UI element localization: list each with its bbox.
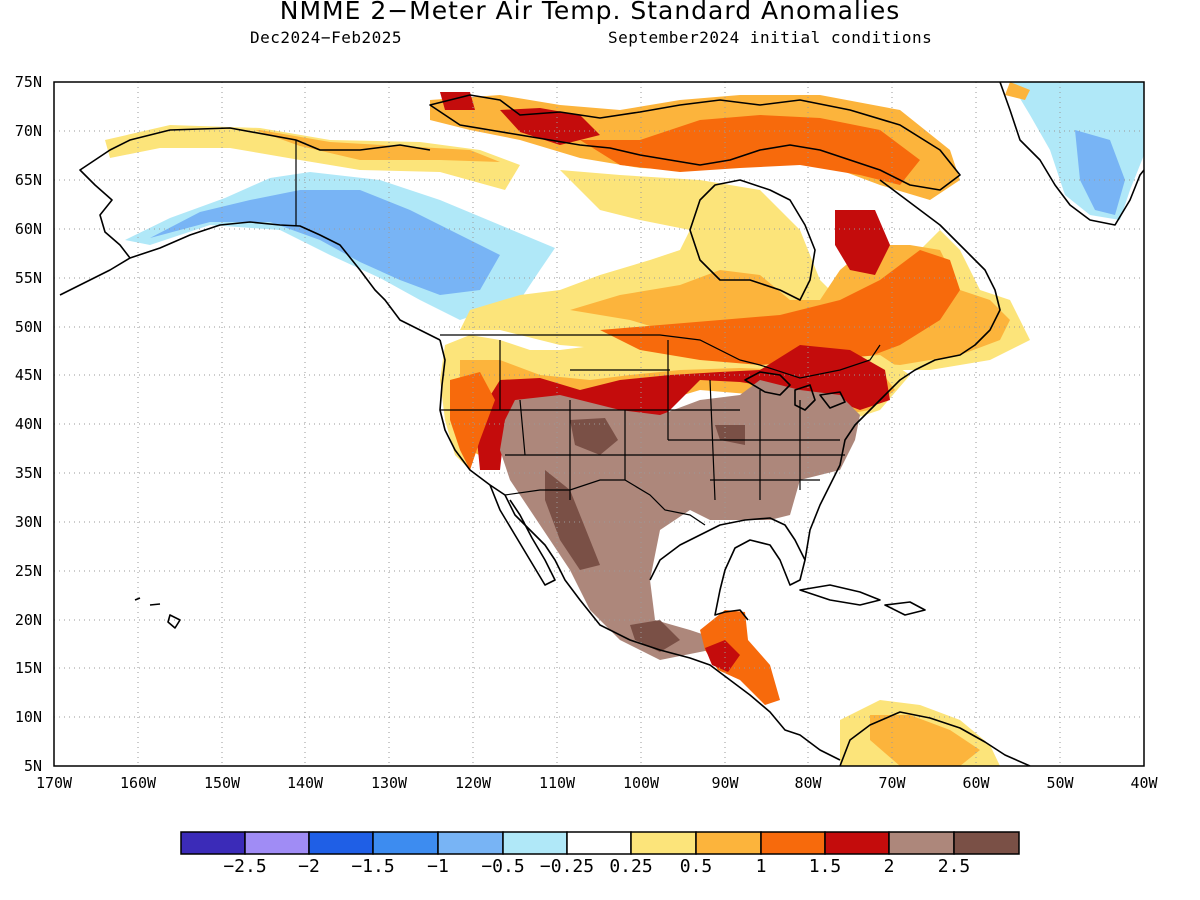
alaska-coast — [59, 127, 431, 296]
anomaly-area-greenland-cool-mid — [1075, 130, 1125, 215]
map-frame — [53, 81, 1145, 767]
anomaly-area-four-corners-dark — [570, 418, 618, 455]
hawaii — [134, 597, 181, 629]
colorbar-swatch-2 — [244, 831, 310, 855]
colorbar — [180, 831, 1020, 855]
greenland-coast — [999, 82, 1144, 226]
colorbar-swatch-4 — [372, 831, 439, 855]
lat-label-65n: 65N — [14, 171, 42, 189]
lat-label-15n: 15N — [14, 659, 42, 677]
anomaly-area-labrador-red — [835, 210, 890, 275]
cuba — [799, 584, 881, 606]
baja-california — [489, 484, 556, 586]
anomaly-area-greenland-east-orange — [1005, 82, 1030, 100]
colorbar-swatch-7 — [566, 831, 632, 855]
colorbar-label: 1.5 — [808, 856, 842, 877]
south-america-coast — [839, 711, 1031, 766]
anomaly-area-arctic-coast — [105, 125, 520, 190]
us-canada-border — [440, 334, 881, 379]
colorbar-swatch-1 — [180, 831, 246, 855]
colorbar-swatch-6 — [502, 831, 568, 855]
anomaly-area-northern-plains-red — [475, 345, 890, 470]
hudson-bay — [689, 179, 816, 301]
lat-label-55n: 55N — [14, 269, 42, 287]
anomaly-area-central-america — [700, 610, 780, 705]
anomaly-area-south-america-orange — [870, 715, 980, 766]
lat-label-50n: 50N — [14, 318, 42, 336]
gulf-coast — [649, 517, 806, 621]
lat-label-75n: 75N — [14, 73, 42, 91]
anomaly-area-mexico-dark — [545, 470, 600, 570]
lat-label-70n: 70N — [14, 122, 42, 140]
lat-label-40n: 40N — [14, 415, 42, 433]
colorbar-swatch-10 — [760, 831, 826, 855]
great-lakes — [744, 371, 846, 411]
hispaniola — [884, 601, 926, 616]
coastlines — [59, 82, 1144, 766]
forecast-period: Dec2024−Feb2025 — [250, 28, 402, 47]
lon-label-140w: 140W — [286, 774, 324, 792]
lon-label-150w: 150W — [203, 774, 241, 792]
colorbar-label: −1 — [427, 856, 449, 877]
lon-label-170w: 170W — [35, 774, 73, 792]
atlantic-coast — [804, 179, 1001, 561]
lat-label-35n: 35N — [14, 464, 42, 482]
colorbar-swatch-13 — [953, 831, 1020, 855]
pacific-coast-us — [439, 339, 841, 761]
colorbar-label: 0.25 — [609, 856, 653, 877]
graticule — [54, 82, 1144, 766]
anomaly-area-cool-mid — [150, 190, 500, 295]
lat-label-45n: 45N — [14, 366, 42, 384]
colorbar-label: −0.5 — [481, 856, 525, 877]
colorbar-swatch-3 — [308, 831, 374, 855]
colorbar-label: −1.5 — [351, 856, 395, 877]
anomaly-area-west-coast-orange — [450, 372, 495, 470]
lon-label-160w: 160W — [119, 774, 157, 792]
anomaly-area-arctic-islands-orange — [580, 115, 920, 185]
colorbar-label: −0.25 — [539, 856, 595, 877]
lon-label-70w: 70W — [878, 774, 906, 792]
us-state-lines — [440, 340, 845, 501]
lat-label-25n: 25N — [14, 562, 42, 580]
colorbar-swatch-8 — [630, 831, 697, 855]
lat-label-20n: 20N — [14, 611, 42, 629]
colorbar-label: 2.5 — [937, 856, 971, 877]
lon-label-110w: 110W — [538, 774, 576, 792]
lon-label-50w: 50W — [1046, 774, 1074, 792]
anomaly-area-arctic-coast-orange — [165, 128, 500, 162]
lon-label-80w: 80W — [794, 774, 822, 792]
colorbar-label: −2 — [298, 856, 320, 877]
anomaly-shading — [105, 82, 1144, 766]
lon-label-40w: 40W — [1130, 774, 1158, 792]
lon-label-130w: 130W — [370, 774, 408, 792]
lon-label-100w: 100W — [622, 774, 660, 792]
colorbar-label: 0.5 — [679, 856, 713, 877]
political-borders — [295, 140, 881, 526]
lon-label-60w: 60W — [962, 774, 990, 792]
map-title: NMME 2−Meter Air Temp. Standard Anomalie… — [279, 0, 901, 25]
lon-label-90w: 90W — [711, 774, 739, 792]
colorbar-swatch-12 — [888, 831, 955, 855]
colorbar-swatch-5 — [437, 831, 504, 855]
alaska-gulf-coast — [129, 221, 441, 341]
colorbar-swatch-11 — [824, 831, 890, 855]
lat-label-60n: 60N — [14, 220, 42, 238]
anomaly-area-east-canada-orange — [600, 250, 960, 372]
anomaly-area-arctic-red — [500, 108, 600, 145]
lat-label-30n: 30N — [14, 513, 42, 531]
arctic-islands — [429, 94, 961, 191]
lat-label-10n: 10N — [14, 708, 42, 726]
anomaly-area-central-america-red — [705, 640, 740, 672]
lat-label-5n: 5N — [23, 757, 42, 775]
lon-label-120w: 120W — [454, 774, 492, 792]
colorbar-label: 1 — [755, 856, 767, 877]
colorbar-label: 2 — [883, 856, 895, 877]
colorbar-label: −2.5 — [223, 856, 267, 877]
initial-conditions: September2024 initial conditions — [608, 28, 933, 47]
anomaly-area-mexico-dark-2 — [630, 620, 680, 652]
colorbar-swatch-9 — [695, 831, 762, 855]
